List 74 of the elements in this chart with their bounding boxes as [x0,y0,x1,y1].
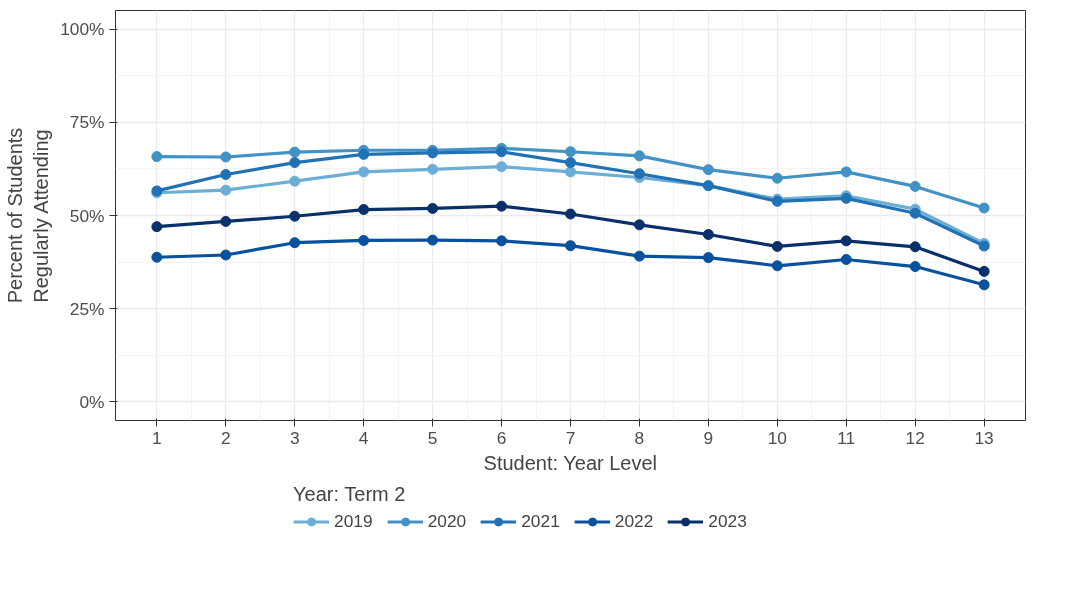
point [633,219,645,231]
point [220,249,232,261]
point [427,163,439,175]
point [289,237,301,249]
x-tick-label: 4 [358,427,369,448]
y-tick-label: 100% [60,19,105,40]
point [702,229,714,240]
y-axis-title: Percent of Students Regularly Attending [3,127,53,304]
legend-label: 2019 [334,510,373,532]
point [427,234,439,246]
x-tick-label: 8 [634,427,645,448]
point [840,235,852,247]
point [496,235,508,247]
point [289,210,301,222]
point [840,166,852,178]
point [565,146,576,158]
point [358,204,370,216]
point [220,151,232,163]
point [151,221,163,233]
x-tick-label: 12 [905,427,925,448]
y-tick-label: 50% [69,205,105,226]
point [978,279,990,291]
point [358,166,370,178]
point [496,200,508,212]
point [978,265,990,277]
point [565,240,576,252]
point [909,241,921,253]
point [496,161,508,173]
x-tick-label: 1 [152,427,162,448]
point [496,146,508,158]
x-tick-label: 10 [767,427,787,448]
x-tick-label: 3 [289,427,300,448]
point [289,157,301,169]
x-tick-label: 9 [703,427,714,448]
point [151,251,163,263]
point [702,252,714,264]
point [978,202,990,214]
point [909,180,921,192]
point [909,207,921,219]
x-axis-title: Student: Year Level [483,451,658,474]
x-tick-label: 5 [427,427,438,448]
legend-label: 2023 [708,510,747,532]
point [909,261,921,273]
point [220,215,232,227]
point [771,260,783,272]
point [220,184,232,196]
y-tick-label: 25% [69,298,105,319]
x-tick-label: 11 [837,427,856,448]
x-tick-label: 6 [496,427,507,448]
y-tick-label: 75% [69,112,105,133]
point [358,148,370,160]
x-tick-label: 2 [220,427,231,448]
y-tick-label: 0% [79,391,105,412]
legend-label: 2022 [614,510,654,532]
legend-title: Year: Term 2 [293,482,407,506]
point [840,253,852,265]
point [220,169,232,180]
point [565,166,576,178]
point [702,164,714,176]
point [633,250,645,262]
x-tick-label: 13 [974,427,994,448]
legend-label: 2021 [521,510,560,532]
point [771,240,783,252]
point [289,175,301,187]
point [151,151,163,163]
point [289,146,301,158]
point [565,157,576,169]
point [771,172,783,184]
point [427,202,439,214]
point [565,208,576,220]
point [358,234,370,246]
legend-label: 2020 [427,510,467,532]
point [633,150,645,162]
x-tick-label: 7 [565,427,576,448]
